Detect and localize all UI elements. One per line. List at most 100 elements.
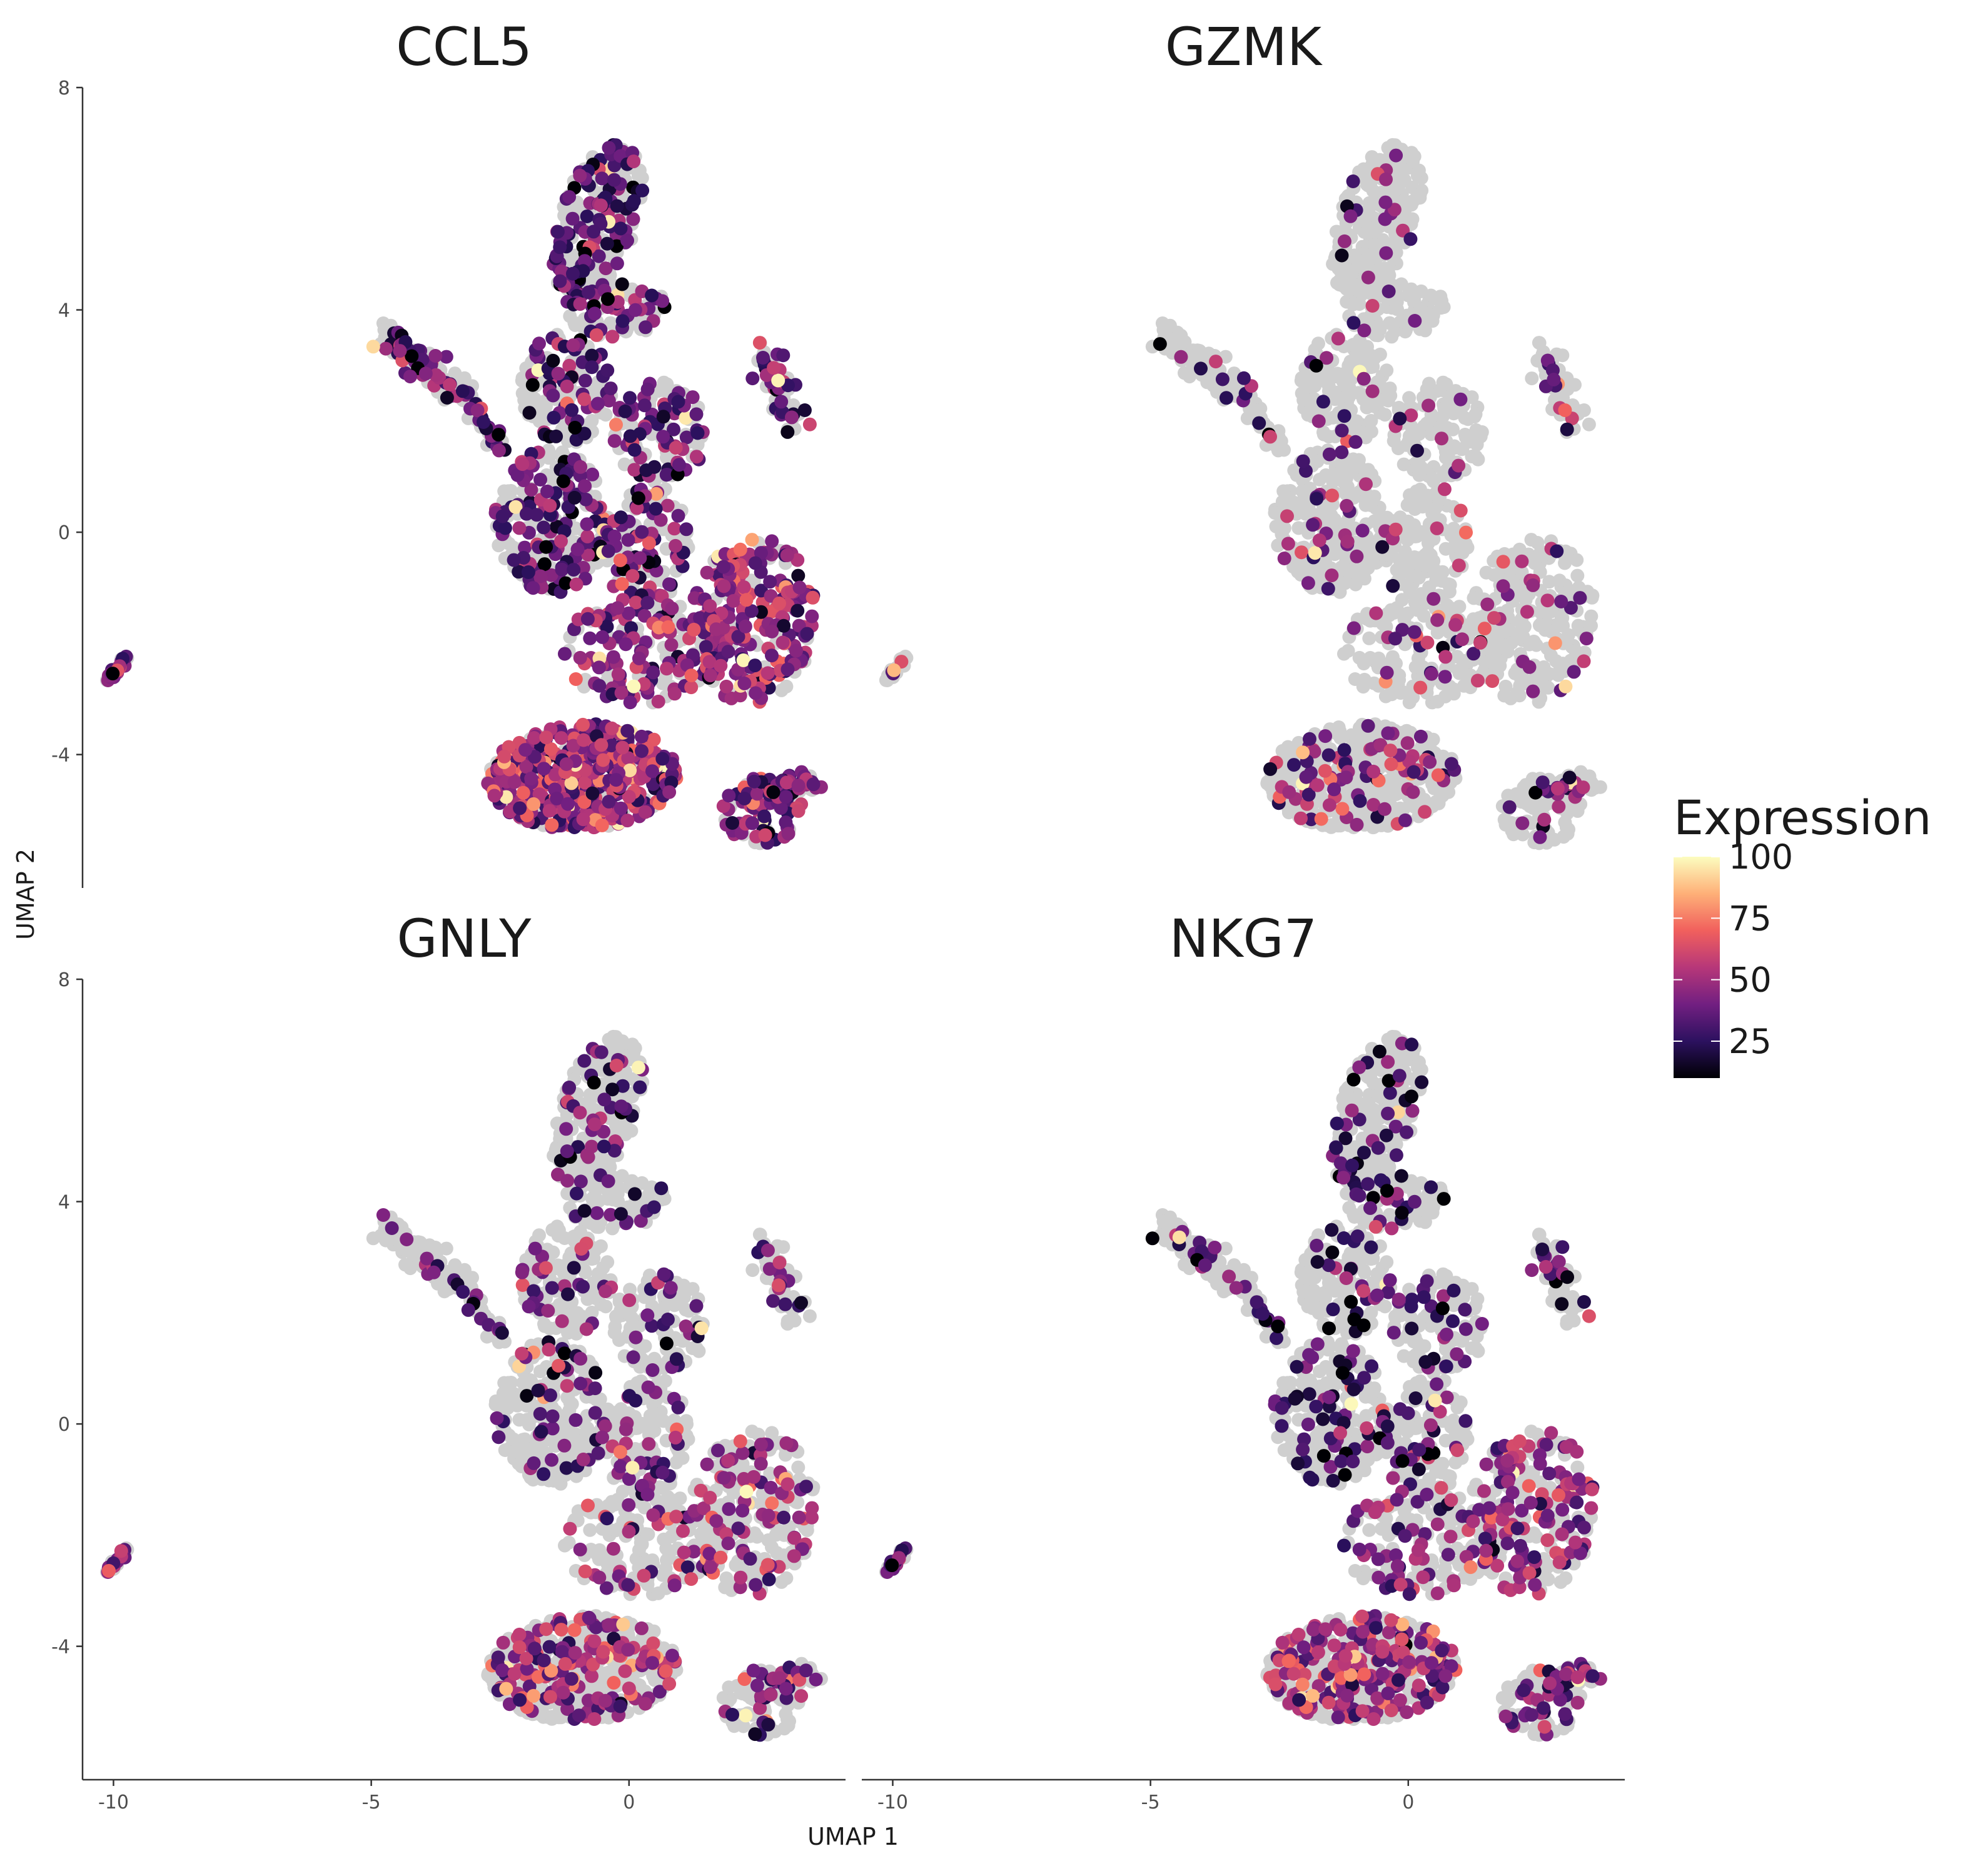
cell-point	[1498, 679, 1513, 693]
cell-point	[1362, 631, 1376, 645]
expressing-cell-point	[684, 668, 699, 683]
expressing-cell-point	[1422, 398, 1435, 413]
cell-point	[1380, 363, 1394, 378]
expressing-cell-point	[772, 596, 786, 610]
expressing-cell-point	[627, 463, 642, 477]
panel-title: GNLY	[397, 908, 532, 969]
expressing-cell-point	[745, 533, 759, 547]
cell-point	[599, 408, 613, 422]
expressing-cell-point	[1353, 794, 1367, 808]
expressing-cell-point	[1522, 660, 1537, 674]
expressing-cell-point	[635, 525, 649, 539]
expressing-cell-point	[605, 721, 619, 735]
expressing-cell-point	[1430, 521, 1444, 535]
expressing-cell-point	[1316, 395, 1330, 409]
expressing-cell-point	[1562, 770, 1577, 785]
expressing-cell-point	[737, 792, 752, 805]
expressing-cell-point	[651, 694, 665, 709]
expressing-cell-point	[521, 565, 535, 579]
expressing-cell-point	[717, 560, 730, 574]
expressing-cell-point	[1540, 593, 1555, 608]
expressing-cell-point	[600, 363, 615, 378]
cell-point	[602, 1032, 616, 1047]
expressing-cell-point	[1209, 355, 1223, 369]
expressing-cell-point	[1346, 621, 1361, 635]
expressing-cell-point	[623, 695, 637, 710]
expressing-cell-point	[577, 392, 592, 406]
expressing-cell-point	[1340, 535, 1355, 549]
expressing-cell-point	[1407, 625, 1422, 639]
expressing-cell-point	[1306, 518, 1320, 532]
cell-point	[1411, 651, 1425, 665]
expressing-cell-point	[495, 509, 510, 523]
expressing-cell-point	[619, 637, 633, 652]
expressing-cell-point	[1378, 802, 1392, 816]
expressing-cell-point	[519, 507, 533, 521]
cell-point	[1402, 391, 1417, 405]
cell-point	[1346, 563, 1360, 577]
expressing-cell-point	[1277, 552, 1291, 565]
expressing-cell-point	[627, 194, 641, 208]
cell-point	[1532, 336, 1547, 350]
expressing-cell-point	[1335, 445, 1349, 460]
expressing-cell-point	[556, 474, 570, 488]
expressing-cell-point	[721, 645, 735, 659]
expressing-cell-point	[582, 285, 595, 300]
expressing-cell-point	[1558, 403, 1572, 417]
expressing-cell-point	[623, 391, 637, 405]
expressing-cell-point	[703, 599, 717, 613]
expressing-cell-point	[633, 551, 647, 565]
expressing-cell-point	[542, 804, 557, 818]
expressing-cell-point	[780, 425, 795, 439]
expressing-cell-point	[656, 410, 670, 424]
cell-point	[1400, 724, 1414, 738]
cell-point	[1365, 786, 1379, 800]
cell-point	[1412, 551, 1427, 565]
expressing-cell-point	[763, 575, 777, 589]
expressing-cell-point	[537, 557, 552, 572]
expressing-cell-point	[576, 717, 590, 732]
cell-point	[543, 447, 557, 461]
cell-point	[1347, 248, 1361, 263]
expressing-cell-point	[607, 529, 622, 543]
cell-point	[1295, 484, 1310, 498]
expressing-cell-point	[1348, 435, 1363, 449]
cell-point	[1570, 804, 1585, 818]
expressing-cell-point	[1547, 373, 1561, 386]
expressing-cell-point	[802, 417, 817, 431]
expressing-cell-point	[1335, 423, 1349, 438]
expressing-cell-point	[1282, 785, 1296, 799]
expressing-cell-point	[1537, 812, 1552, 827]
cell-point	[1544, 648, 1558, 663]
expressing-cell-point	[614, 801, 628, 815]
expressing-cell-point	[1350, 817, 1364, 832]
cell-point	[1276, 484, 1291, 498]
cell-point	[1271, 442, 1286, 456]
expressing-cell-point	[618, 404, 632, 418]
expressing-cell-point	[776, 348, 791, 363]
expressing-cell-point	[532, 336, 546, 351]
expressing-cell-point	[639, 320, 653, 335]
expressing-cell-point	[1318, 764, 1332, 778]
expressing-cell-point	[1365, 384, 1380, 398]
expressing-cell-point	[527, 731, 541, 745]
cell-point	[1425, 472, 1439, 485]
panel-title: CCL5	[396, 16, 532, 78]
expressing-cell-point	[570, 542, 585, 557]
expressing-cell-point	[785, 410, 799, 425]
expressing-cell-point	[1335, 248, 1349, 263]
cell-point	[1468, 407, 1483, 421]
expressing-cell-point	[577, 733, 591, 747]
expressing-cell-point	[518, 743, 532, 757]
expressing-cell-point	[607, 434, 622, 448]
expressing-cell-point	[667, 687, 682, 701]
expressing-cell-point	[585, 467, 600, 482]
cell-point	[655, 676, 670, 690]
expressing-cell-point	[604, 381, 618, 396]
cell-point	[1577, 403, 1591, 417]
expressing-cell-point	[551, 366, 565, 381]
expressing-cell-point	[1535, 775, 1550, 790]
expressing-cell-point	[627, 154, 641, 169]
expressing-cell-point	[615, 277, 629, 291]
